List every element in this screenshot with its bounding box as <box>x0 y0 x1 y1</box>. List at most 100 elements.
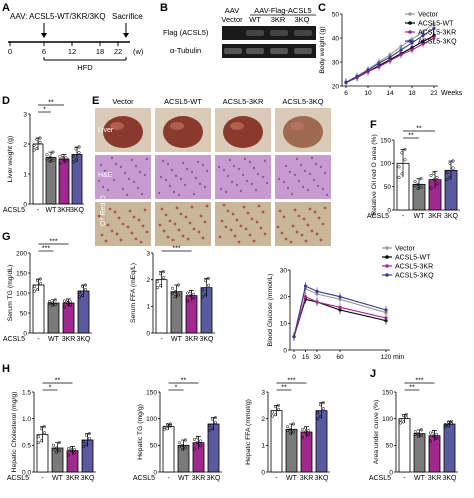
y-tick-label: 150 <box>146 389 157 396</box>
y-tick-label: 100 <box>16 290 27 297</box>
data-point <box>191 296 196 300</box>
data-point <box>58 155 62 159</box>
y-tick-label: 50 <box>20 310 28 317</box>
histo-col-3kq: ACSL5-3KQ <box>282 97 323 106</box>
x-tick-label: 3KQ <box>314 475 329 482</box>
data-point <box>66 446 71 451</box>
nucleus-dot <box>168 184 172 188</box>
blot-flag-strip <box>222 26 316 40</box>
data-point <box>195 436 200 440</box>
nucleus-dot <box>174 174 178 178</box>
legend-marker <box>408 39 412 43</box>
data-point <box>87 432 92 436</box>
timeline-tick-label: 12 <box>68 47 76 56</box>
legend-marker <box>385 264 389 268</box>
sig-label: *** <box>172 246 180 253</box>
data-point <box>35 137 39 142</box>
y-tick-label: 30 <box>280 267 288 274</box>
data-point <box>428 439 433 443</box>
data-point <box>416 182 420 186</box>
data-point <box>431 434 436 438</box>
y-tick-label: 20 <box>280 294 288 301</box>
lipid-dot <box>246 211 250 215</box>
data-point <box>69 445 74 450</box>
y-tick-label: 0 <box>146 330 150 337</box>
aav-arrow-head <box>41 33 47 38</box>
data-point <box>207 424 212 428</box>
series-point <box>399 48 403 52</box>
bar-WT <box>285 428 298 473</box>
nucleus-dot <box>243 157 247 161</box>
header-aav: AAV <box>225 6 239 15</box>
lipid-dot <box>205 204 209 208</box>
data-point <box>161 270 166 274</box>
nucleus-dot <box>136 186 140 190</box>
lipid-dot <box>282 215 286 219</box>
lipid-dot <box>308 207 312 211</box>
lipid-dot <box>323 206 327 210</box>
lipid-dot <box>190 205 194 209</box>
lipid-dot <box>259 226 263 230</box>
nucleus-dot <box>185 167 189 171</box>
data-point <box>58 161 62 166</box>
lipid-dot <box>104 239 108 243</box>
data-point <box>77 295 82 299</box>
data-point <box>413 179 417 184</box>
x-tick-label: - <box>37 207 40 214</box>
data-point <box>270 414 275 418</box>
x-tick-label: - <box>275 475 278 482</box>
panel-label-h: H <box>2 363 10 375</box>
nucleus-dot <box>316 184 320 188</box>
data-point <box>288 427 293 431</box>
data-point <box>180 447 185 451</box>
series-point <box>292 335 296 339</box>
y-tick-label: 1 <box>261 443 265 450</box>
lipid-dot <box>248 233 252 237</box>
nucleus-dot <box>127 177 131 181</box>
lipid-dot <box>121 222 125 226</box>
data-point <box>446 420 451 424</box>
data-point <box>303 430 308 434</box>
lipid-dot <box>164 213 168 217</box>
nucleus-dot <box>310 156 314 160</box>
data-point <box>47 299 52 303</box>
data-point <box>288 431 293 435</box>
lipid-dot <box>184 215 188 219</box>
series-point <box>366 68 370 72</box>
nucleus-dot <box>219 187 223 191</box>
histo-row-oro: Oil Red O <box>100 195 107 226</box>
data-point <box>315 417 320 421</box>
y-axis-label: Liver weight (g) <box>7 136 14 182</box>
timeline-tick-label: 6 <box>42 47 46 56</box>
lipid-dot <box>222 203 226 207</box>
y-tick-label: 100 <box>380 161 391 168</box>
nucleus-dot <box>265 181 269 185</box>
series-point <box>432 22 436 26</box>
x-group-prefix: ACSL5 <box>367 213 389 220</box>
lipid-dot <box>128 209 132 213</box>
lipid-dot <box>244 227 248 231</box>
data-point <box>51 447 56 451</box>
lipid-dot <box>313 210 317 214</box>
x-tick-label: 3KR <box>57 207 71 214</box>
liver-lobe <box>283 116 323 148</box>
data-point <box>185 291 190 295</box>
data-point <box>32 289 37 293</box>
x-tick-label: - <box>402 213 405 220</box>
band-tub-3kr <box>270 48 288 54</box>
data-point <box>39 427 44 431</box>
lipid-dot <box>173 222 177 226</box>
nucleus-dot <box>228 158 232 162</box>
y-axis-label: Serum TG (mg/dL) <box>7 265 14 322</box>
data-point <box>42 431 47 435</box>
x-group-prefix: ACSL5 <box>3 207 25 214</box>
lipid-dot <box>310 229 314 233</box>
timeline-ticks: 0 6 12 18 22 <box>8 42 122 56</box>
y-tick-label: 3 <box>146 250 150 257</box>
panel-label-e: E <box>92 95 99 107</box>
blot-tubulin-strip <box>222 44 316 58</box>
data-point <box>185 299 190 303</box>
data-point <box>87 436 92 440</box>
data-point <box>72 448 77 452</box>
